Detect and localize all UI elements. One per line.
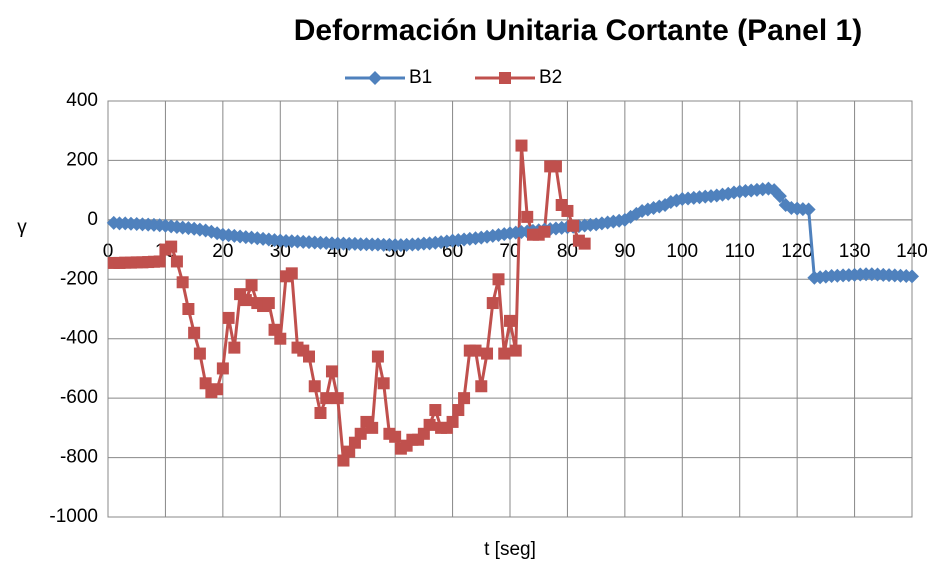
marker [446, 415, 459, 428]
marker [354, 427, 367, 440]
marker [499, 72, 511, 84]
marker [475, 380, 488, 393]
marker [371, 350, 384, 363]
marker [578, 237, 591, 250]
x-tick-label: 130 [839, 241, 871, 262]
marker [274, 332, 287, 345]
marker [216, 362, 229, 375]
marker [331, 392, 344, 405]
marker [509, 344, 522, 357]
marker [452, 404, 465, 417]
marker [366, 421, 379, 434]
x-tick-label: 70 [499, 241, 520, 262]
y-tick-label: -200 [60, 268, 98, 289]
x-axis-label: t [seg] [484, 539, 536, 560]
marker [458, 392, 471, 405]
marker [469, 344, 482, 357]
y-tick-label: -800 [60, 447, 98, 468]
marker [521, 210, 534, 223]
marker [182, 303, 195, 315]
marker [429, 404, 442, 417]
legend-label: B2 [539, 67, 562, 88]
y-tick-label: 400 [66, 90, 98, 111]
y-tick-label: -600 [60, 387, 98, 408]
y-tick-label: 0 [87, 209, 98, 230]
marker [211, 383, 224, 396]
marker [320, 392, 333, 405]
marker [188, 326, 201, 339]
marker [193, 347, 206, 360]
marker [262, 297, 275, 310]
x-tick-label: 90 [614, 241, 635, 262]
y-axis-label: γ [17, 217, 27, 238]
y-tick-label: -1000 [49, 506, 98, 527]
y-tick-label: 200 [66, 149, 98, 170]
marker [285, 267, 298, 280]
marker [245, 279, 258, 292]
marker [222, 311, 235, 324]
marker [492, 273, 505, 286]
marker [567, 219, 580, 232]
marker [515, 139, 528, 152]
marker [165, 240, 178, 253]
marker [486, 297, 499, 310]
x-tick-label: 110 [725, 241, 755, 262]
x-tick-label: 20 [212, 241, 233, 262]
marker [498, 347, 511, 360]
marker [538, 225, 551, 238]
marker [423, 418, 436, 431]
marker [176, 276, 189, 289]
marker [228, 341, 241, 354]
plot-frame [107, 100, 913, 518]
marker [772, 189, 787, 204]
marker [481, 347, 494, 360]
x-tick-label: 120 [781, 241, 813, 262]
marker [314, 407, 327, 419]
marker [153, 255, 166, 268]
legend-label: B1 [409, 67, 432, 88]
x-tick-label: 80 [557, 241, 578, 262]
marker [561, 204, 574, 217]
marker [303, 350, 315, 363]
marker [170, 255, 183, 268]
marker [308, 380, 321, 393]
chart-title: Deformación Unitaria Cortante (Panel 1) [294, 14, 862, 47]
marker [239, 294, 252, 307]
marker [801, 202, 816, 217]
marker [325, 365, 338, 378]
x-tick-label: 100 [666, 241, 698, 262]
marker [377, 377, 390, 390]
marker [905, 269, 919, 284]
marker [549, 160, 562, 173]
marker [368, 71, 382, 85]
y-tick-label: -400 [60, 328, 98, 349]
marker [504, 314, 516, 327]
marker [389, 430, 402, 443]
